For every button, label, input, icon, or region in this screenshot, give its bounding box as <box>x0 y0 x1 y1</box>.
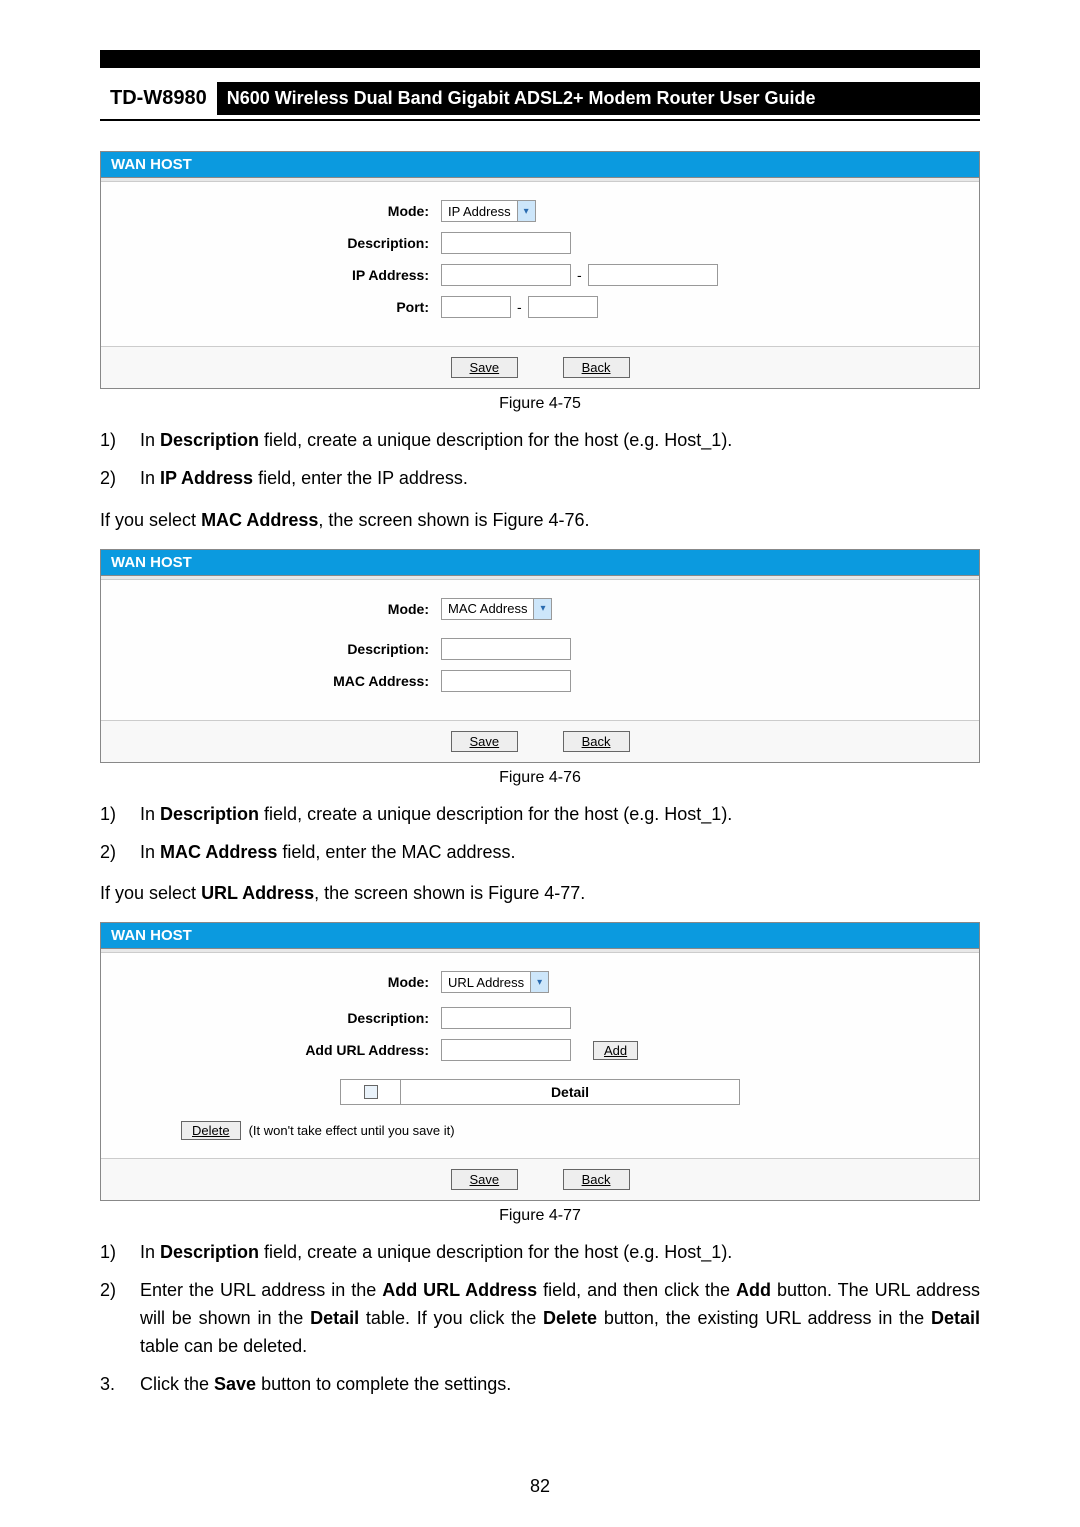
range-dash: - <box>577 267 582 283</box>
panel-title: WAN HOST <box>101 923 979 949</box>
ip-start-input[interactable] <box>441 264 571 286</box>
panel-footer: Save Back <box>101 1158 979 1200</box>
figure-caption-4-76: Figure 4-76 <box>100 769 980 787</box>
description-label: Description: <box>121 641 441 657</box>
guide-title: N600 Wireless Dual Band Gigabit ADSL2+ M… <box>217 82 980 115</box>
port-start-input[interactable] <box>441 296 511 318</box>
panel-body: Mode: MAC Address ▾ Description: MAC Add… <box>101 580 979 720</box>
list-text: Enter the URL address in the Add URL Add… <box>140 1277 980 1361</box>
list-number: 2) <box>100 839 140 867</box>
panel-body: Mode: IP Address ▾ Description: IP Addre… <box>101 182 979 346</box>
figure-caption-4-77: Figure 4-77 <box>100 1207 980 1225</box>
panel-body: Mode: URL Address ▾ Description: Add URL… <box>101 953 979 1158</box>
wan-host-panel-url: WAN HOST Mode: URL Address ▾ Description… <box>100 922 980 1201</box>
list-text: In Description field, create a unique de… <box>140 1239 980 1267</box>
list-text: In Description field, create a unique de… <box>140 427 980 455</box>
detail-table: Detail <box>340 1079 740 1105</box>
delete-button[interactable]: Delete <box>181 1121 241 1140</box>
panel-footer: Save Back <box>101 346 979 388</box>
mode-select[interactable]: URL Address ▾ <box>441 971 549 993</box>
list-text: In MAC Address field, enter the MAC addr… <box>140 839 980 867</box>
port-label: Port: <box>121 299 441 315</box>
wan-host-panel-mac: WAN HOST Mode: MAC Address ▾ Description… <box>100 549 980 763</box>
instruction-list-1: 1) In Description field, create a unique… <box>100 427 980 493</box>
detail-column-label: Detail <box>401 1084 739 1100</box>
url-input[interactable] <box>441 1039 571 1061</box>
mode-label: Mode: <box>121 203 441 219</box>
instruction-list-3: 1) In Description field, create a unique… <box>100 1239 980 1398</box>
select-all-cell[interactable] <box>341 1080 401 1104</box>
mac-address-label: MAC Address: <box>121 673 441 689</box>
list-number: 1) <box>100 427 140 455</box>
panel-footer: Save Back <box>101 720 979 762</box>
mode-select-value: MAC Address <box>442 601 533 616</box>
checkbox-icon[interactable] <box>364 1085 378 1099</box>
instruction-list-2: 1) In Description field, create a unique… <box>100 801 980 867</box>
document-header: TD-W8980 N600 Wireless Dual Band Gigabit… <box>100 82 980 121</box>
mode-label: Mode: <box>121 601 441 617</box>
mode-select[interactable]: IP Address ▾ <box>441 200 536 222</box>
chevron-down-icon[interactable]: ▾ <box>533 599 551 619</box>
panel-title: WAN HOST <box>101 152 979 178</box>
ip-address-label: IP Address: <box>121 267 441 283</box>
detail-table-header: Detail <box>340 1079 740 1105</box>
chevron-down-icon[interactable]: ▾ <box>517 201 535 221</box>
mode-select[interactable]: MAC Address ▾ <box>441 598 552 620</box>
save-button[interactable]: Save <box>451 357 519 378</box>
top-black-bar <box>100 50 980 68</box>
mode-select-value: URL Address <box>442 975 530 990</box>
save-button[interactable]: Save <box>451 1169 519 1190</box>
list-number: 2) <box>100 465 140 493</box>
chevron-down-icon[interactable]: ▾ <box>530 972 548 992</box>
body-paragraph: If you select MAC Address, the screen sh… <box>100 507 980 535</box>
page-82: TD-W8980 N600 Wireless Dual Band Gigabit… <box>0 0 1080 1527</box>
url-label: Add URL Address: <box>121 1042 441 1058</box>
list-number: 2) <box>100 1277 140 1361</box>
add-button[interactable]: Add <box>593 1041 638 1060</box>
body-paragraph: If you select URL Address, the screen sh… <box>100 880 980 908</box>
port-end-input[interactable] <box>528 296 598 318</box>
list-number: 1) <box>100 1239 140 1267</box>
page-number: 82 <box>0 1476 1080 1497</box>
mode-label: Mode: <box>121 974 441 990</box>
back-button[interactable]: Back <box>563 731 630 752</box>
ip-end-input[interactable] <box>588 264 718 286</box>
delete-row: Delete (It won't take effect until you s… <box>121 1121 959 1140</box>
back-button[interactable]: Back <box>563 1169 630 1190</box>
description-label: Description: <box>121 235 441 251</box>
panel-title: WAN HOST <box>101 550 979 576</box>
delete-note: (It won't take effect until you save it) <box>249 1123 455 1138</box>
mode-select-value: IP Address <box>442 204 517 219</box>
figure-caption-4-75: Figure 4-75 <box>100 395 980 413</box>
mac-address-input[interactable] <box>441 670 571 692</box>
description-input[interactable] <box>441 232 571 254</box>
model-number: TD-W8980 <box>100 83 217 114</box>
list-text: Click the Save button to complete the se… <box>140 1371 980 1399</box>
wan-host-panel-ip: WAN HOST Mode: IP Address ▾ Description:… <box>100 151 980 389</box>
description-input[interactable] <box>441 1007 571 1029</box>
description-label: Description: <box>121 1010 441 1026</box>
list-text: In Description field, create a unique de… <box>140 801 980 829</box>
list-number: 1) <box>100 801 140 829</box>
range-dash: - <box>517 299 522 315</box>
back-button[interactable]: Back <box>563 357 630 378</box>
description-input[interactable] <box>441 638 571 660</box>
list-text: In IP Address field, enter the IP addres… <box>140 465 980 493</box>
save-button[interactable]: Save <box>451 731 519 752</box>
list-number: 3. <box>100 1371 140 1399</box>
